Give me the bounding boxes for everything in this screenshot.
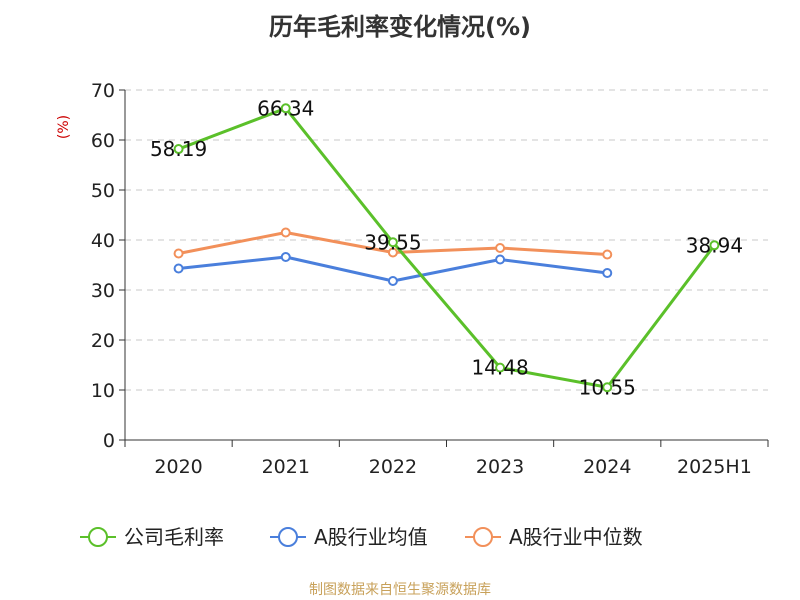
series-line — [178, 106, 716, 389]
legend-label: A股行业中位数 — [509, 525, 643, 549]
x-tick-label: 2023 — [476, 456, 524, 478]
legend-item[interactable]: A股行业均值 — [270, 525, 428, 549]
chart-title: 历年毛利率变化情况(%) — [269, 13, 531, 41]
x-tick-label: 2022 — [369, 456, 417, 478]
y-tick-label: 50 — [91, 180, 115, 202]
data-point — [173, 248, 184, 259]
legend-marker — [88, 527, 108, 547]
data-label: 58.19 — [150, 137, 207, 161]
legend: 公司毛利率 A股行业均值 A股行业中位数 — [80, 525, 643, 549]
data-point — [387, 237, 398, 248]
y-tick-label: 20 — [91, 330, 115, 352]
source-note: 制图数据来自恒生聚源数据库 — [309, 582, 491, 598]
data-point — [495, 362, 506, 373]
legend-label: 公司毛利率 — [124, 525, 224, 549]
data-point — [602, 249, 613, 260]
data-label: 14.48 — [471, 356, 528, 380]
legend-item[interactable]: 公司毛利率 — [80, 525, 224, 549]
data-point — [387, 276, 398, 286]
legend-marker — [473, 527, 493, 547]
y-tick-label: 70 — [91, 80, 115, 102]
data-point — [173, 144, 184, 155]
x-tick-label: 2025H1 — [677, 456, 752, 478]
data-point — [280, 103, 291, 114]
legend-marker — [278, 527, 298, 547]
data-point — [602, 382, 613, 393]
data-point — [495, 254, 506, 265]
y-tick-label: 40 — [91, 230, 115, 252]
data-point — [387, 247, 398, 258]
series-lines — [173, 103, 720, 393]
data-labels: 58.19 66.34 39.55 14.48 10.55 38.94 — [150, 96, 743, 399]
y-tick-label: 0 — [103, 430, 115, 452]
data-point — [495, 243, 506, 253]
data-point — [173, 263, 184, 274]
data-label: 39.55 — [364, 230, 421, 254]
data-point — [280, 227, 291, 238]
y-axis-label: (%) — [56, 115, 72, 139]
data-point — [602, 268, 613, 278]
data-point — [280, 252, 291, 262]
y-tick-label: 60 — [91, 130, 115, 152]
legend-label: A股行业均值 — [314, 525, 428, 549]
y-tick-label: 30 — [91, 280, 115, 302]
data-label: 10.55 — [579, 375, 636, 399]
axes: 0 10 20 30 40 50 60 70 2020 2021 2022 2023 2024 2025H… — [91, 80, 769, 478]
x-tick-label: 2020 — [154, 456, 202, 478]
data-label: 38.94 — [686, 233, 743, 257]
data-label: 66.34 — [257, 96, 314, 120]
x-tick-label: 2021 — [262, 456, 310, 478]
grid-lines — [125, 89, 768, 391]
y-tick-label: 10 — [91, 380, 115, 402]
legend-item[interactable]: A股行业中位数 — [465, 525, 643, 549]
x-tick-label: 2024 — [583, 456, 631, 478]
data-point — [709, 240, 720, 251]
